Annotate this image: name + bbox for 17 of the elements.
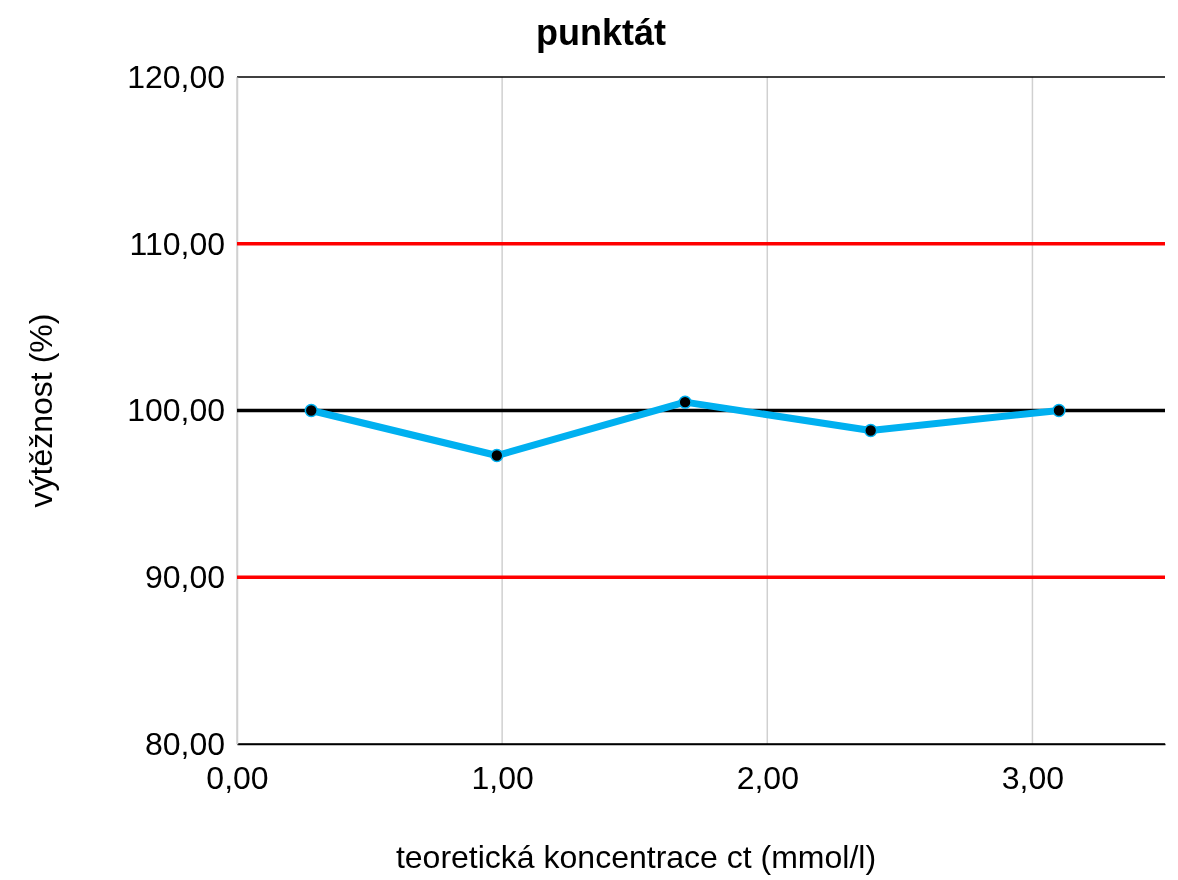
y-axis-title: výtěžnost (%) [23,313,59,508]
point [1052,403,1066,418]
point [678,395,692,409]
y-tick-label: 90,00 [144,558,225,595]
x-tick-label: 1,00 [471,759,534,796]
y-tick-label: 120,00 [127,58,225,95]
x-axis-title: teoretická koncentrace ct (mmol/l) [395,839,877,875]
y-tick-label: 100,00 [127,392,225,429]
point [490,448,504,463]
y-tick-label: 80,00 [144,725,225,762]
chart-title: punktát [536,12,666,53]
x-tick-label: 3,00 [1001,759,1065,796]
y-tick-label: 110,00 [129,225,225,262]
x-tick-label: 0,00 [206,759,269,796]
point [304,403,318,418]
point [864,423,878,438]
x-tick-label: 2,00 [736,759,799,796]
